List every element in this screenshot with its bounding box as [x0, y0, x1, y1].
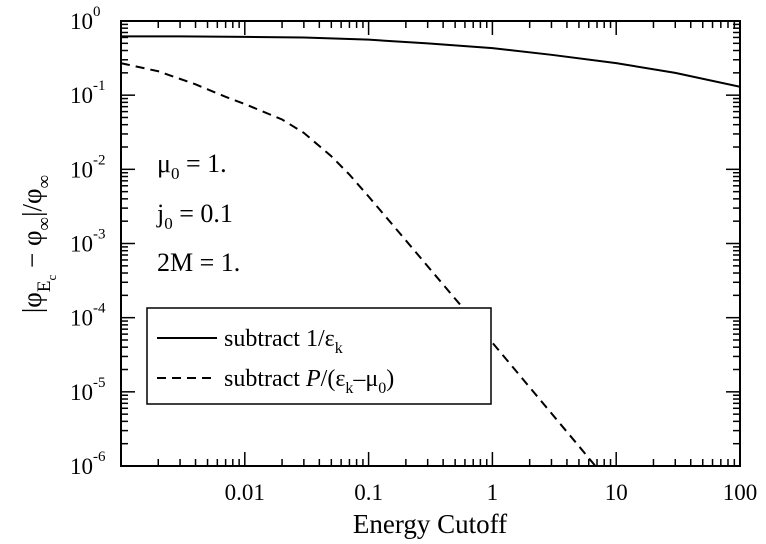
parameter-annotations: μ0 = 1. j0 = 0.1 2M = 1.	[156, 149, 240, 277]
legend-box	[146, 307, 492, 405]
annotation-2m: 2M = 1.	[157, 248, 240, 277]
y-tick-label: 100	[70, 4, 101, 34]
annotation-j0: j0 = 0.1	[156, 199, 233, 233]
series-line-dashed	[121, 62, 597, 466]
x-tick-label: 100	[723, 480, 758, 505]
annotation-mu0: μ0 = 1.	[157, 149, 227, 183]
x-tick-label: 10	[605, 480, 628, 505]
x-tick-labels: 0.01 0.1 1 10 100	[225, 480, 758, 505]
y-tick-label: 10-1	[70, 78, 106, 108]
y-axis-label: |φEc − φ∞|/φ∞	[17, 175, 59, 313]
x-tick-label: 0.1	[354, 480, 383, 505]
y-tick-label: 10-2	[70, 152, 106, 182]
y-tick-label: 10-5	[70, 375, 106, 405]
y-tick-label: 10-6	[70, 449, 106, 479]
y-tick-label: 10-3	[70, 227, 106, 257]
legend-dashed-label: subtract P/(εk–μ0)	[224, 366, 394, 397]
y-tick-labels: 100 10-1 10-2 10-3 10-4 10-5 10-6	[70, 4, 106, 479]
legend: subtract 1/εk subtract P/(εk–μ0)	[146, 307, 492, 405]
axis-ticks	[120, 21, 740, 467]
x-tick-label: 0.01	[225, 480, 265, 505]
x-tick-label: 1	[487, 480, 499, 505]
y-tick-label: 10-4	[70, 301, 106, 331]
x-axis-label: Energy Cutoff	[353, 509, 507, 539]
series-line-solid	[121, 35, 740, 88]
series-lines	[121, 35, 740, 466]
legend-solid-label: subtract 1/εk	[224, 326, 343, 357]
